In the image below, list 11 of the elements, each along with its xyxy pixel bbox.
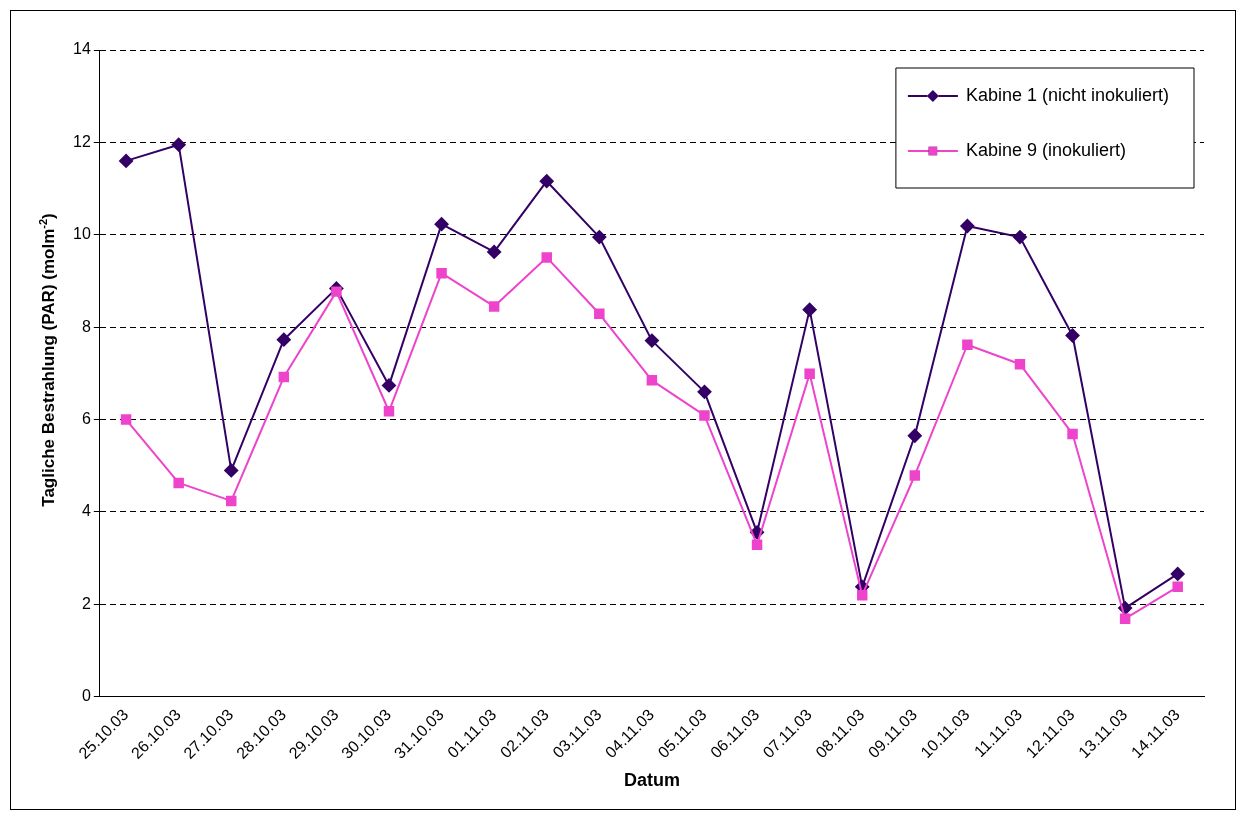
y-tick-label: 0 xyxy=(81,687,91,705)
x-axis-title: Datum xyxy=(623,770,680,791)
y-tick-label: 8 xyxy=(81,317,91,335)
y-tick-label: 4 xyxy=(81,502,91,520)
y-tick-label: 12 xyxy=(73,132,91,150)
legend-label: Kabine 1 (nicht inokuliert) xyxy=(965,84,1169,105)
y-tick-label: 2 xyxy=(81,594,91,612)
y-tick-label: 14 xyxy=(73,40,91,58)
legend-label: Kabine 9 (inokuliert) xyxy=(965,139,1126,160)
y-tick-label: 6 xyxy=(81,410,91,427)
y-tick-label: 10 xyxy=(73,225,91,243)
